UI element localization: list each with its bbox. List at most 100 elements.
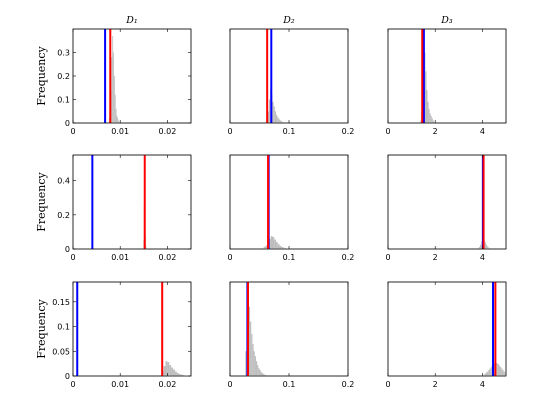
histogram-bar xyxy=(173,369,175,376)
histogram-bar xyxy=(278,118,280,123)
histogram-bar xyxy=(245,351,247,376)
x-tick-label: 2 xyxy=(433,127,438,136)
histogram-bar xyxy=(281,246,284,249)
histogram-bar xyxy=(477,248,479,249)
plot-area xyxy=(266,29,284,123)
axes-background xyxy=(72,281,192,377)
plot-area xyxy=(420,29,434,123)
plot-area xyxy=(245,282,267,376)
histogram-bar xyxy=(425,71,427,123)
histogram-bar xyxy=(489,368,491,376)
x-tick-label: 2 xyxy=(433,380,438,389)
plot-area xyxy=(482,282,506,376)
axes-background xyxy=(229,28,349,124)
y-tick-label: 0 xyxy=(65,119,70,128)
x-tick-label: 0.01 xyxy=(111,380,129,389)
axes-frame xyxy=(387,281,507,377)
panel-r2c1: 0 0.01 0.02 0 0.2 0.4 Frequency xyxy=(35,154,192,262)
histogram-bar xyxy=(171,367,174,376)
histogram-bar xyxy=(431,118,433,123)
histogram-bar xyxy=(255,361,258,376)
x-tick-label: 0.01 xyxy=(111,253,129,262)
histogram-bar xyxy=(501,368,503,376)
panel-r3c3: 0 2 4 xyxy=(385,281,507,389)
histogram-bar xyxy=(178,374,181,376)
axes-background xyxy=(387,281,507,377)
y-tick-label: 0.05 xyxy=(52,347,70,356)
x-tick-label: 0 xyxy=(227,380,232,389)
panel-r1c3: 0 2 4 D₃ xyxy=(385,15,507,136)
histogram-bar xyxy=(503,371,505,376)
x-tick-label: 0.02 xyxy=(158,253,176,262)
histogram-bar xyxy=(257,365,259,376)
x-tick-label: 0 xyxy=(70,380,75,389)
panel-r3c1: 0 0.01 0.02 0 0.05 0.1 0.15 Frequency xyxy=(35,281,192,389)
histogram-bar xyxy=(428,108,430,123)
x-tick-label: 0 xyxy=(385,253,390,262)
y-axis-label: Frequency xyxy=(35,171,48,231)
column-title: D₁ xyxy=(125,15,137,26)
histogram-bar xyxy=(267,111,269,123)
histogram-bar xyxy=(117,118,119,123)
histogram-bar xyxy=(481,241,483,249)
histogram-bar xyxy=(261,373,264,376)
x-tick-label: 0.02 xyxy=(158,380,176,389)
column-title: D₂ xyxy=(282,15,295,26)
y-tick-label: 0 xyxy=(65,372,70,381)
y-tick-label: 0 xyxy=(65,245,70,254)
histogram-bar xyxy=(114,94,116,123)
histogram-bar xyxy=(112,36,114,123)
x-tick-label: 0 xyxy=(227,127,232,136)
panel-r1c2: 0 0.1 0.2 D₂ xyxy=(227,15,354,136)
histogram-bar xyxy=(115,108,117,123)
histogram-bar xyxy=(277,117,279,123)
histogram-bar xyxy=(111,57,113,123)
histogram-bar xyxy=(504,372,506,376)
histogram-bar xyxy=(488,247,490,249)
histogram-bar xyxy=(429,113,431,123)
column-title: D₃ xyxy=(440,15,453,26)
histogram-bar xyxy=(484,373,486,376)
axes-background xyxy=(72,154,192,250)
histogram-bar xyxy=(145,245,147,249)
y-tick-label: 0.1 xyxy=(57,96,70,105)
histogram-bar xyxy=(274,239,277,249)
x-tick-label: 0 xyxy=(385,127,390,136)
histogram-bar xyxy=(500,367,502,376)
histogram-bar xyxy=(279,120,281,123)
histogram-bar xyxy=(263,374,265,376)
histogram-bar xyxy=(485,372,488,376)
plot-area xyxy=(261,155,289,249)
x-tick-label: 0.1 xyxy=(283,127,296,136)
x-tick-label: 0.2 xyxy=(342,253,355,262)
histogram-bar xyxy=(263,246,266,249)
histogram-bar xyxy=(259,370,261,376)
plot-area xyxy=(104,29,120,123)
histogram-bar xyxy=(488,370,490,376)
histogram-bar xyxy=(169,365,172,376)
histogram-bar xyxy=(252,343,254,376)
x-tick-label: 0.2 xyxy=(342,127,355,136)
axes-background xyxy=(387,154,507,250)
histogram-bar xyxy=(176,373,179,376)
x-tick-label: 0 xyxy=(385,380,390,389)
y-tick-label: 0.1 xyxy=(57,323,70,332)
histogram-bar xyxy=(272,101,274,123)
histogram-bar xyxy=(484,242,486,249)
histogram-bar xyxy=(270,236,273,249)
histogram-bar xyxy=(480,244,482,249)
panel-r2c3: 0 2 4 xyxy=(385,154,507,262)
histogram-bar xyxy=(254,356,256,376)
histogram-bar xyxy=(272,237,275,249)
plot-area xyxy=(91,155,147,249)
histogram-bar xyxy=(113,52,114,123)
histogram-bar xyxy=(143,240,144,249)
x-tick-label: 0.02 xyxy=(158,127,176,136)
axes-frame xyxy=(72,281,192,377)
histogram-bar xyxy=(167,362,170,376)
histogram-bar xyxy=(281,121,284,123)
panel-r1c1: 0 0.01 0.02 0 0.1 0.2 0.3 D₁ Frequency xyxy=(35,15,192,136)
x-tick-label: 4 xyxy=(480,127,485,136)
histogram-bar xyxy=(502,370,504,376)
